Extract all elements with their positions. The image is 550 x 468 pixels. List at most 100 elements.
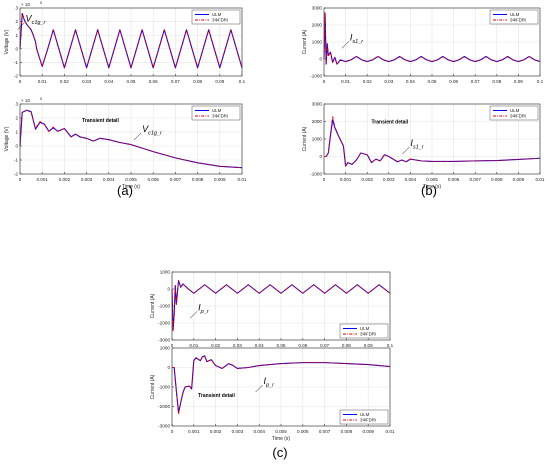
- x-axis-label: Time (s): [272, 436, 290, 442]
- y-tick-label: 2000: [312, 23, 323, 28]
- chart-b-top: 0 0.01 0.02 0.03 0.04 0.05 0.06 0.07 0.08 0.09 0.1…: [302, 6, 544, 84]
- x-tick-label: 0.01: [238, 177, 247, 182]
- y-tick-label: -2: [14, 74, 19, 79]
- caption-b: (b): [421, 183, 437, 198]
- y-tick-label: 3: [15, 6, 18, 11]
- annotation-symbol: V: [26, 14, 33, 24]
- x-tick-label: 0.03: [384, 79, 393, 84]
- x-tick-label: 0.006: [297, 429, 309, 434]
- x-tick-label: 0.002: [59, 177, 71, 182]
- y-tick-label: 1000: [160, 346, 171, 351]
- series-line-fdri: [171, 280, 391, 332]
- y-tick-label: -1: [14, 60, 19, 65]
- x-tick-label: 0.001: [36, 177, 48, 182]
- y-tick-label: 0: [167, 365, 170, 370]
- annotation-arrow: [17, 22, 25, 30]
- x-tick-label: 0.04: [406, 79, 415, 84]
- y-tick-label: -1: [14, 158, 19, 163]
- x-tick-label: 0.004: [405, 177, 417, 182]
- y-tick-label: 3: [15, 102, 18, 107]
- x-tick-label: 0.009: [513, 177, 525, 182]
- x-tick-label: 0: [171, 343, 174, 348]
- y-exponent-label: × 10: [21, 2, 31, 7]
- series-line-fdri: [323, 11, 541, 65]
- y-tick-label: -2000: [158, 321, 170, 326]
- x-tick-label: 0.06: [449, 79, 458, 84]
- x-tick-label: 0.1: [537, 79, 544, 84]
- y-tick-label: 0: [319, 57, 322, 62]
- annotation-label: Is1_r: [350, 32, 364, 45]
- y-tick-label: 1000: [160, 270, 171, 275]
- caption-c: (c): [272, 445, 287, 460]
- annotation-subscript: c1g_r: [148, 131, 163, 137]
- x-tick-label: 0.01: [38, 79, 47, 84]
- x-tick-label: 0.09: [215, 79, 224, 84]
- annotation-label: Vc1g_r: [26, 14, 47, 27]
- x-tick-label: 0.05: [277, 343, 286, 348]
- y-axis-label: Current (A): [150, 293, 156, 318]
- annotation-symbol: I: [264, 376, 267, 386]
- annotation-subscript: s1_r: [413, 145, 425, 151]
- annotation-subscript: s1_r: [352, 39, 364, 45]
- y-tick-label: 1: [15, 33, 18, 38]
- legend-label: ULM: [360, 326, 370, 331]
- x-tick-label: 0.03: [82, 79, 91, 84]
- y-tick-label: 2: [15, 19, 18, 24]
- y-tick-label: -1000: [310, 172, 322, 177]
- x-tick-label: 0.09: [514, 79, 523, 84]
- plots-layer: 0 0.01 0.02 0.03 0.04 0.05 0.06 0.07 0.08 0.09 0.1…: [4, 1, 545, 442]
- chart-b-bot: 0 0.001 0.002 0.003 0.004 0.005 0.006 0.007 0.00…: [302, 102, 545, 190]
- annotation-label: Is1_r: [410, 138, 424, 151]
- chart-a-bot: 0 0.001 0.002 0.003 0.004 0.005 0.006 0.007 0.00…: [4, 97, 247, 190]
- x-tick-label: 0.003: [81, 177, 93, 182]
- plot-frame: [171, 271, 391, 341]
- x-tick-label: 0.005: [426, 177, 438, 182]
- x-tick-label: 0.08: [193, 79, 202, 84]
- x-axis-label: Time (s): [122, 184, 140, 190]
- legend-label: 3ΦFDRI: [212, 18, 228, 23]
- y-tick-label: 0: [167, 287, 170, 292]
- x-tick-label: 0.09: [364, 343, 373, 348]
- x-tick-label: 0.1: [387, 343, 394, 348]
- x-tick-label: 0.008: [192, 177, 204, 182]
- annotation-arrow: [133, 132, 142, 141]
- x-tick-label: 0: [19, 79, 22, 84]
- y-axis-label: Current (A): [150, 374, 156, 399]
- x-tick-label: 0.001: [188, 429, 200, 434]
- x-tick-label: 0.06: [149, 79, 158, 84]
- x-tick-label: 0.005: [125, 177, 137, 182]
- annotation-text: Transient detail: [82, 118, 119, 124]
- legend-label: ULM: [510, 12, 520, 17]
- y-tick-label: 1: [15, 130, 18, 135]
- x-tick-label: 0.1: [239, 79, 246, 84]
- y-tick-label: 3000: [312, 102, 323, 107]
- y-tick-label: 0: [15, 144, 18, 149]
- x-tick-label: 0.008: [341, 429, 353, 434]
- annotation-label: Vc1g_r: [142, 124, 163, 137]
- x-tick-label: 0: [323, 177, 326, 182]
- x-tick-label: 0.01: [386, 429, 395, 434]
- x-tick-label: 0.003: [232, 429, 244, 434]
- y-tick-label: 0: [15, 46, 18, 51]
- legend-label: 3ΦFDRI: [360, 332, 376, 337]
- y-axis-label: Current (A): [302, 126, 308, 151]
- x-tick-label: 0.02: [60, 79, 69, 84]
- legend-label: 3ΦFDRI: [510, 114, 526, 119]
- annotation-arrow: [341, 41, 350, 49]
- x-tick-label: 0.004: [103, 177, 115, 182]
- legend-label: 3ΦFDRI: [212, 114, 228, 119]
- annotation-subscript: p_r: [265, 383, 275, 389]
- annotation-arrow: [402, 146, 410, 155]
- x-tick-label: 0.05: [428, 79, 437, 84]
- y-axis-label: Voltage (V): [4, 126, 10, 151]
- annotation-arrow: [189, 311, 198, 319]
- plot-frame: [19, 7, 243, 77]
- x-tick-label: 0: [323, 79, 326, 84]
- series-line-fdri: [324, 115, 541, 167]
- legend-label: 3ΦFDRI: [360, 418, 376, 423]
